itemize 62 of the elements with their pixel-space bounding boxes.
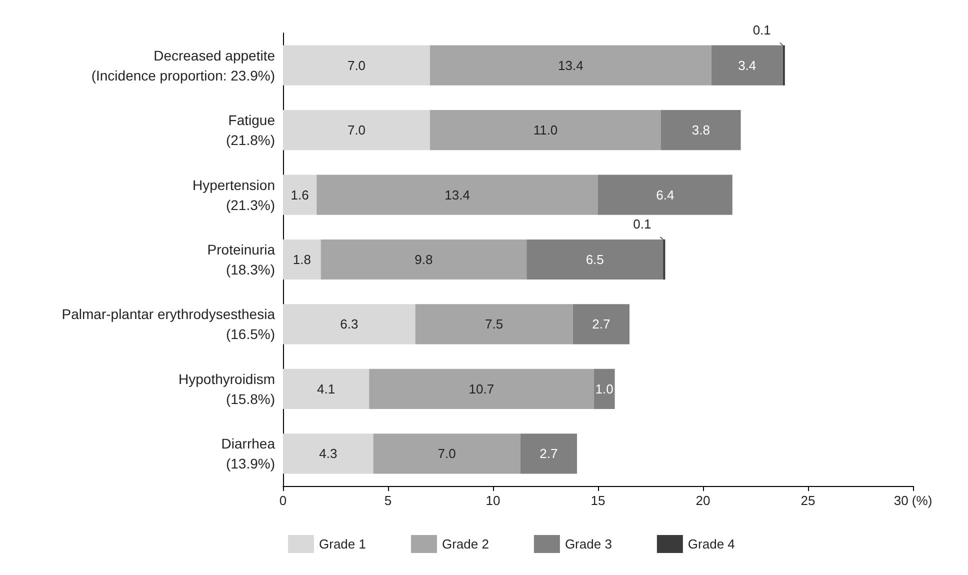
x-tick-label: 10 [486, 493, 500, 508]
data-label: 7.0 [347, 58, 366, 73]
bar [316, 174, 598, 215]
bar [373, 434, 520, 474]
bar [283, 368, 370, 409]
data-label: 7.5 [485, 316, 504, 332]
y-tick-label: Decreased appetite (Incidence proportion: 23.9%) [91, 47, 276, 84]
data-label: 13.4 [558, 58, 584, 73]
bar [520, 434, 577, 474]
y-tick-label: Hypertension (21.3%) [192, 176, 275, 213]
data-label: 11.0 [533, 122, 558, 138]
bar [283, 304, 416, 344]
bar [526, 239, 664, 280]
y-tick-label: Hypothyroidism (15.8%) [178, 370, 275, 407]
data-label: 2.7 [592, 316, 610, 332]
y-tick-label: Palmar-plantar erythrodysesthesia (16.5%) [62, 306, 276, 342]
bar [283, 45, 430, 86]
data-label: 6.4 [656, 187, 674, 202]
legend-label: Grade 4 [688, 536, 735, 552]
data-label: 4.1 [317, 381, 336, 396]
x-tick-label: 30 (%) [894, 493, 932, 508]
data-label: 3.4 [738, 58, 756, 73]
x-tick-label: 0 [279, 493, 287, 508]
legend-label: Grade 1 [319, 536, 366, 552]
data-label: 0.1 [752, 22, 771, 38]
data-label: 6.3 [340, 316, 358, 332]
bar [430, 45, 712, 86]
data-label: 1.8 [292, 252, 311, 267]
data-label: 2.7 [540, 446, 558, 462]
legend-label: Grade 2 [442, 536, 489, 552]
data-label: 13.4 [444, 187, 470, 202]
x-tick-label: 5 [384, 493, 392, 508]
data-label: 3.8 [692, 122, 710, 138]
data-label: 1.0 [595, 381, 614, 396]
bar [661, 110, 741, 150]
bar [283, 434, 374, 474]
data-label: 9.8 [414, 252, 433, 267]
data-label: 6.5 [586, 252, 604, 267]
bar [283, 110, 430, 150]
data-label: 7.0 [347, 122, 366, 138]
data-label: 4.3 [319, 446, 338, 462]
y-tick-label: Diarrhea (13.9%) [221, 436, 276, 472]
x-tick-label: 25 [800, 493, 816, 508]
x-tick-label: 20 [696, 493, 710, 508]
x-tick-label: 15 [590, 493, 606, 508]
bar [369, 368, 594, 409]
bar [430, 110, 661, 150]
bar [572, 304, 630, 344]
bar [598, 174, 732, 215]
bar [320, 239, 527, 280]
data-label: 10.7 [468, 381, 494, 396]
data-label: 0.1 [633, 216, 652, 232]
y-tick-label: Fatigue (21.8%) [226, 112, 276, 148]
bar [594, 368, 615, 409]
bar [283, 174, 317, 215]
bar [711, 45, 783, 86]
data-label: 7.0 [438, 446, 456, 462]
bar [415, 304, 573, 344]
bar [283, 239, 321, 280]
legend-label: Grade 3 [564, 536, 612, 552]
data-label: 1.6 [290, 187, 309, 202]
y-tick-label: Proteinuria (18.3%) [207, 242, 276, 278]
